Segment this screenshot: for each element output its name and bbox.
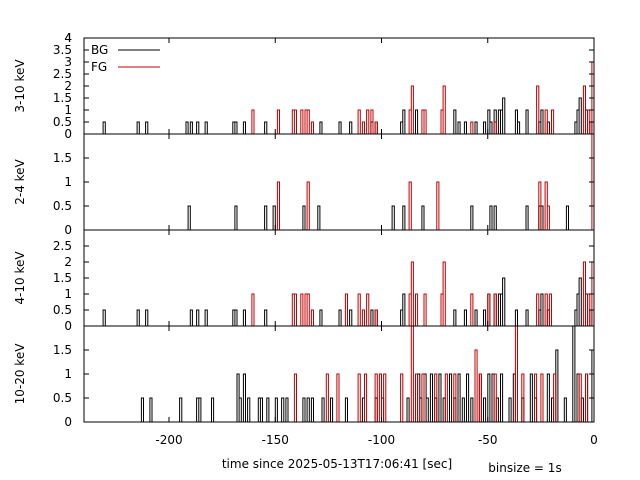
y-tick-label: 1.5 <box>53 151 72 165</box>
y-tick-label: 2 <box>64 255 72 269</box>
panel-2: 0 0.5 1 1.5 2-4 keV <box>13 133 595 237</box>
y-tick-label: 1 <box>64 367 72 381</box>
y-tick-label: 4 <box>64 31 72 45</box>
y-axis-label: 4-10 keV <box>13 251 27 305</box>
y-tick-label: 0.5 <box>53 303 72 317</box>
y-tick-label: 3 <box>64 55 72 69</box>
y-tick-label: 1 <box>64 287 72 301</box>
x-tick-label: -50 <box>478 433 498 447</box>
y-tick-label: 0.5 <box>53 391 72 405</box>
y-axis-label: 10-20 keV <box>13 343 27 405</box>
x-axis-label: time since 2025-05-13T17:06:41 [sec] <box>222 457 452 471</box>
y-tick-label: 0 <box>64 319 72 333</box>
y-tick-label: 0 <box>64 223 72 237</box>
panel-frame <box>83 133 595 231</box>
y-axis-label: 2-4 keV <box>13 158 27 204</box>
y-tick-label: 1 <box>64 103 72 117</box>
y-tick-label: 1.5 <box>53 271 72 285</box>
y-tick-label: 2.5 <box>53 239 72 253</box>
legend: BG FG <box>91 43 160 74</box>
y-axis-label: 3-10 keV <box>13 59 27 113</box>
y-tick-label: 2.5 <box>53 67 72 81</box>
series-fg-line <box>84 61 595 135</box>
panel-4: 0 0.5 1 1.5 10-20 keV -200 -150 -100 -50 0 <box>13 325 598 447</box>
y-tick-label: 4 <box>64 31 72 45</box>
series-bg-line <box>84 97 594 135</box>
x-tick-label: -200 <box>155 433 182 447</box>
y-tick-label: 3.5 <box>53 43 72 57</box>
binsize-annotation: binsize = 1s <box>488 461 561 475</box>
series-fg-line <box>84 261 595 327</box>
series-bg-line <box>84 277 594 327</box>
y-tick-label: 0.5 <box>53 115 72 129</box>
y-tick-label: 0 <box>64 415 72 429</box>
x-tick-label: 0 <box>590 433 598 447</box>
panel-3: 0 0.5 1 1.5 2 2.5 4-10 keV <box>13 229 595 333</box>
y-tick-label: 0 <box>64 127 72 141</box>
series-fg-line <box>84 325 594 423</box>
x-tick-label: -150 <box>262 433 289 447</box>
y-tick-label: 1 <box>64 175 72 189</box>
legend-label-bg: BG <box>91 43 108 57</box>
y-tick-label: 1.5 <box>53 91 72 105</box>
series-bg-line <box>84 205 594 231</box>
legend-label-fg: FG <box>91 60 107 74</box>
x-tick-label: -100 <box>368 433 395 447</box>
y-tick-label: 1.5 <box>53 343 72 357</box>
series-fg-line <box>84 133 595 231</box>
y-tick-label: 0.5 <box>53 199 72 213</box>
y-tick-label: 2 <box>64 79 72 93</box>
